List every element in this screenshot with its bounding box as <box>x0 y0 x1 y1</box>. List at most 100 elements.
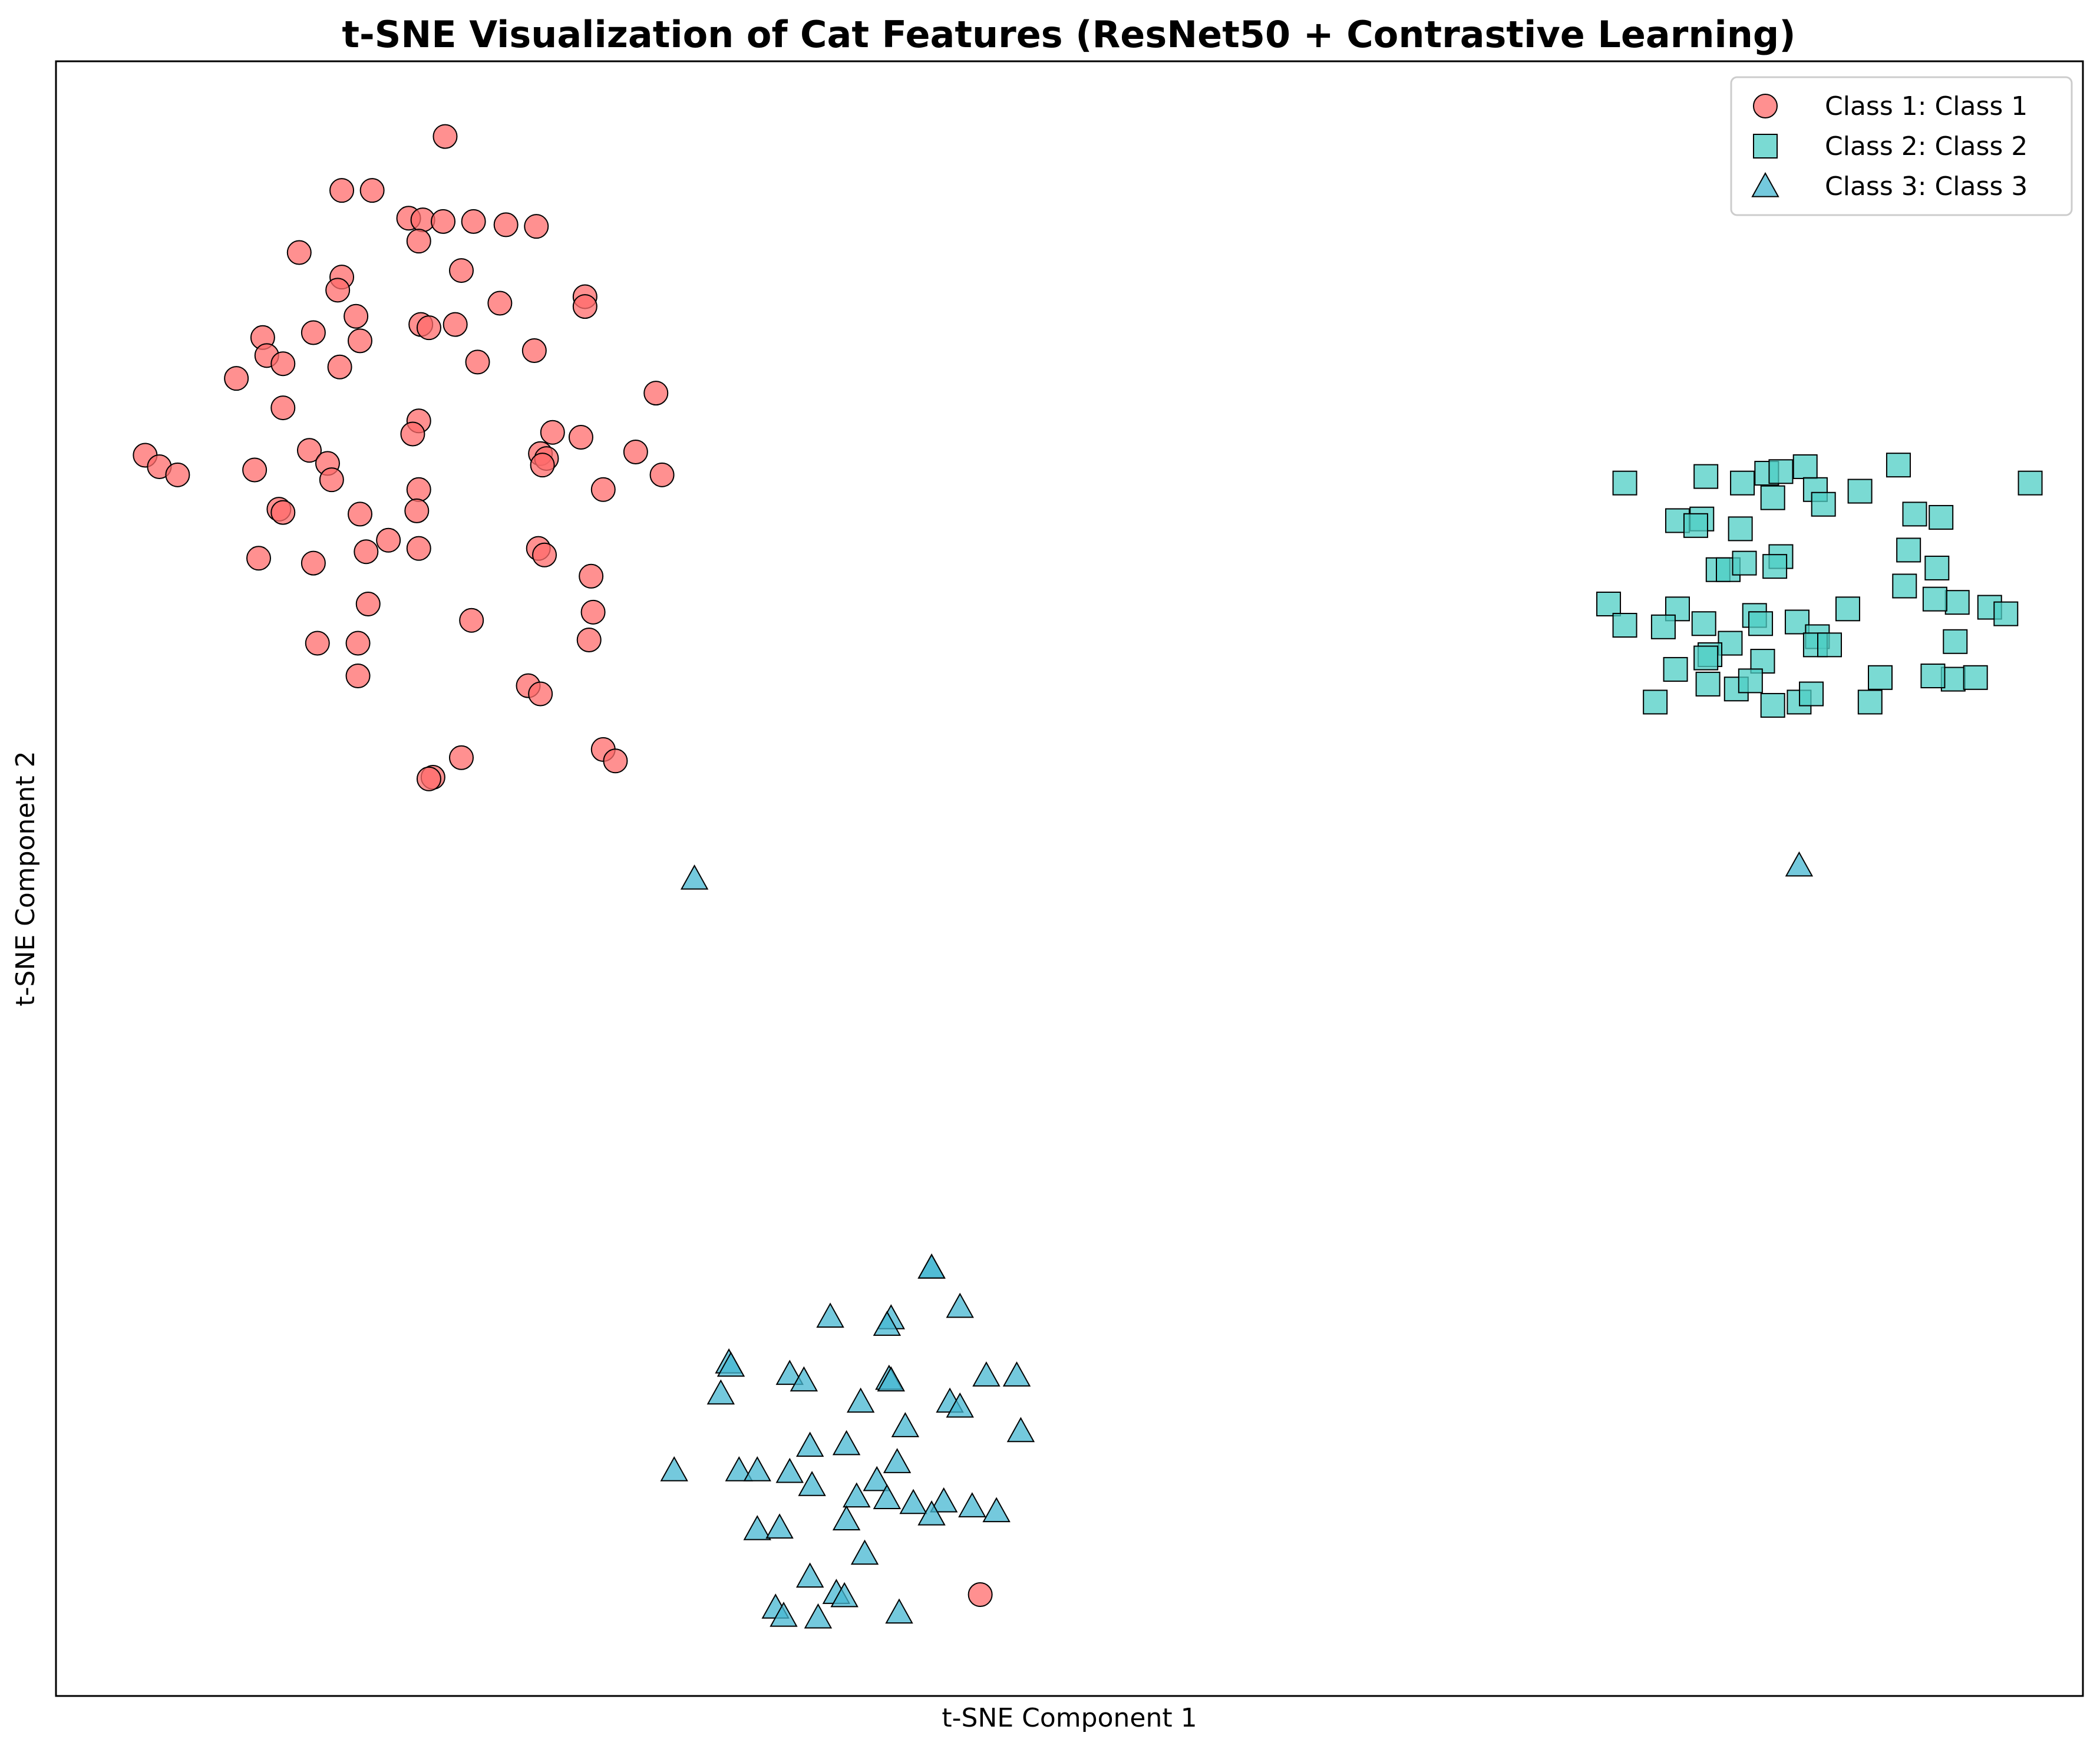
legend-label-class-2: Class 2: Class 2 <box>1825 131 2028 161</box>
data-point-class-3 <box>917 1500 946 1526</box>
data-point-class-2 <box>1811 491 1836 517</box>
data-point-class-1 <box>416 315 441 341</box>
data-point-class-2 <box>1892 573 1917 599</box>
data-point-class-3 <box>775 1457 804 1483</box>
data-point-class-1 <box>416 766 441 791</box>
data-point-class-3 <box>830 1582 859 1608</box>
data-point-class-3 <box>891 1412 920 1437</box>
data-point-class-1 <box>406 477 431 502</box>
data-point-class-1 <box>532 542 557 567</box>
data-point-class-1 <box>305 631 330 656</box>
data-point-class-1 <box>376 527 401 553</box>
data-point-class-1 <box>528 681 553 707</box>
data-point-class-3 <box>804 1603 833 1629</box>
data-point-class-1 <box>246 546 271 571</box>
data-point-class-3 <box>946 1292 974 1318</box>
data-point-class-3 <box>899 1489 927 1514</box>
data-point-class-2 <box>1857 689 1883 715</box>
data-point-class-2 <box>1924 555 1950 580</box>
data-point-class-1 <box>406 229 431 254</box>
data-point-class-1 <box>432 124 458 149</box>
data-point-class-2 <box>1896 537 1921 563</box>
data-point-class-2 <box>1847 478 1873 504</box>
legend-box <box>1730 76 2073 216</box>
data-point-class-1 <box>354 539 379 565</box>
data-point-class-2 <box>1643 689 1668 715</box>
data-point-class-1 <box>327 354 352 380</box>
data-point-class-1 <box>431 209 456 234</box>
data-point-class-1 <box>580 599 606 625</box>
data-point-class-1 <box>461 209 486 234</box>
data-point-class-1 <box>623 439 648 464</box>
legend-marker-class-1 <box>1753 94 1778 118</box>
plot-frame <box>55 60 2084 1697</box>
data-point-class-2 <box>1929 504 1954 530</box>
data-point-class-1 <box>568 425 593 450</box>
data-point-class-3 <box>798 1471 826 1496</box>
data-point-class-1 <box>540 420 565 445</box>
data-point-class-2 <box>1596 591 1622 616</box>
data-point-class-1 <box>242 457 268 483</box>
data-point-class-3 <box>725 1456 753 1481</box>
data-point-class-2 <box>1695 671 1721 697</box>
data-point-class-3 <box>743 1456 771 1481</box>
data-point-class-2 <box>1993 601 2019 626</box>
data-point-class-3 <box>958 1492 986 1517</box>
data-point-class-1 <box>400 421 425 447</box>
data-point-class-2 <box>1693 464 1719 489</box>
data-point-class-1 <box>643 381 669 406</box>
data-point-class-1 <box>406 536 431 561</box>
data-point-class-2 <box>1963 665 1988 690</box>
data-point-class-2 <box>1612 613 1637 638</box>
data-point-class-1 <box>224 366 249 391</box>
data-point-class-2 <box>1792 454 1818 479</box>
data-point-class-2 <box>1760 485 1785 510</box>
data-point-class-3 <box>716 1351 745 1377</box>
data-point-class-2 <box>1732 550 1757 576</box>
data-point-class-3 <box>982 1497 1011 1523</box>
data-point-class-1 <box>270 351 296 377</box>
data-point-class-2 <box>1738 668 1763 694</box>
data-point-class-2 <box>1693 645 1719 671</box>
data-point-class-3 <box>1006 1417 1035 1443</box>
data-point-class-2 <box>1760 692 1785 718</box>
data-point-class-2 <box>1799 681 1824 707</box>
data-point-class-1 <box>521 338 547 363</box>
data-point-class-2 <box>1748 611 1774 636</box>
data-point-class-2 <box>2018 470 2043 496</box>
data-point-class-3 <box>883 1448 912 1473</box>
legend: Class 1: Class 1 Class 2: Class 2 Class 3:… <box>1730 76 2073 216</box>
data-point-class-1 <box>344 303 369 329</box>
data-point-class-2 <box>1691 611 1716 636</box>
data-point-class-2 <box>1902 501 1927 527</box>
data-point-class-2 <box>1683 513 1708 538</box>
data-point-class-3 <box>816 1302 844 1328</box>
data-point-class-1 <box>286 240 312 265</box>
data-point-class-1 <box>487 291 513 316</box>
data-point-class-3 <box>795 1562 824 1588</box>
data-point-class-2 <box>1784 609 1810 635</box>
data-point-class-1 <box>348 328 372 354</box>
y-axis-label: t-SNE Component 2 <box>11 751 41 1006</box>
data-point-class-1 <box>603 748 628 774</box>
data-point-class-3 <box>972 1361 1001 1387</box>
legend-label-class-1: Class 1: Class 1 <box>1825 91 2028 121</box>
data-point-class-3 <box>877 1366 905 1392</box>
data-point-class-2 <box>1943 629 1968 654</box>
data-point-class-1 <box>359 178 385 203</box>
data-point-class-1 <box>355 591 381 616</box>
data-point-class-3 <box>1785 851 1814 877</box>
data-point-class-1 <box>404 498 430 523</box>
data-point-class-3 <box>790 1366 818 1392</box>
data-point-class-2 <box>1768 459 1794 484</box>
data-point-class-2 <box>1612 470 1637 496</box>
data-point-class-1 <box>449 258 474 283</box>
data-point-class-3 <box>843 1482 871 1508</box>
data-point-class-1 <box>524 214 549 239</box>
data-point-class-3 <box>832 1430 861 1456</box>
data-point-class-3 <box>885 1598 913 1624</box>
data-point-class-2 <box>1650 614 1676 639</box>
data-point-class-1 <box>449 745 474 770</box>
data-point-class-3 <box>832 1505 861 1531</box>
data-point-class-1 <box>329 178 355 203</box>
